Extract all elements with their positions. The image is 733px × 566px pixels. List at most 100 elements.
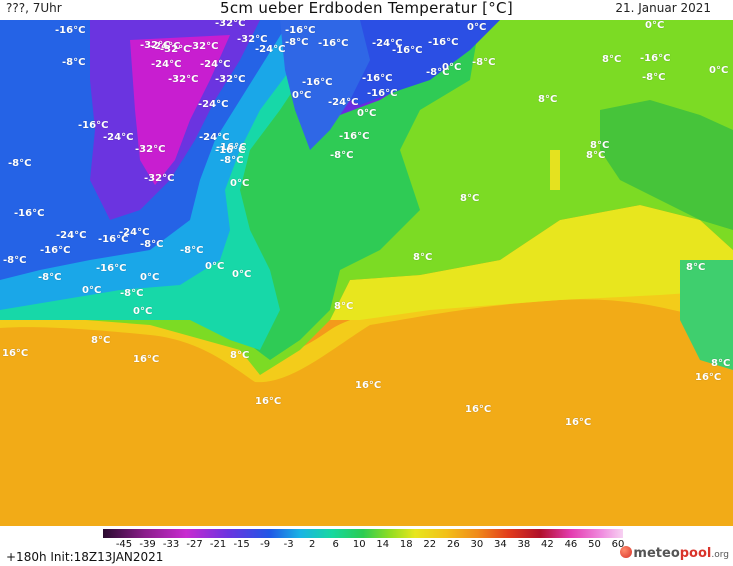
temperature-label: -24°C — [103, 132, 134, 143]
temperature-label: -24°C — [255, 44, 286, 55]
temperature-label: -8°C — [642, 72, 666, 83]
globe-icon — [620, 546, 633, 558]
temperature-label: 16°C — [255, 396, 282, 407]
map-fill — [0, 20, 733, 526]
temperature-label: -8°C — [220, 155, 244, 166]
temperature-label: -24°C — [328, 97, 359, 108]
temperature-label: 8°C — [711, 358, 731, 369]
temperature-label: 0°C — [357, 108, 377, 119]
temperature-label: -16°C — [318, 38, 349, 49]
temperature-label: 0°C — [442, 62, 462, 73]
color-scale-tick-label: -3 — [283, 539, 294, 550]
temperature-label: 0°C — [292, 90, 312, 101]
temperature-label: -8°C — [62, 57, 86, 68]
temperature-label: -8°C — [8, 158, 32, 169]
temperature-label: -8°C — [38, 272, 62, 283]
meteopool-logo: meteopool.org — [620, 546, 729, 561]
temperature-label: -16°C — [285, 25, 316, 36]
temperature-label: 0°C — [133, 306, 153, 317]
color-scale-bar — [103, 529, 623, 538]
temperature-label: -16°C — [339, 131, 370, 142]
temperature-label: -8°C — [120, 288, 144, 299]
map-title: 5cm ueber Erdboden Temperatur [°C] — [220, 0, 513, 17]
temperature-label: 16°C — [355, 380, 382, 391]
color-scale-tick-label: 14 — [376, 539, 390, 550]
temperature-label: 0°C — [82, 285, 102, 296]
temperature-label: -32°C — [144, 173, 175, 184]
color-scale-tick-label: 26 — [446, 539, 460, 550]
magenta-region — [130, 35, 230, 185]
temperature-label: 8°C — [230, 350, 250, 361]
temperature-label: -32°C — [188, 41, 219, 52]
temperature-label: -16°C — [78, 120, 109, 131]
temperature-label: 8°C — [413, 252, 433, 263]
temperature-label: 8°C — [538, 94, 558, 105]
temperature-label: -24°C — [150, 41, 181, 52]
temperature-label: -32°C — [168, 74, 199, 85]
color-scale-tick-label: 6 — [332, 539, 339, 550]
temperature-label: 16°C — [465, 404, 492, 415]
run-info: +180h Init:18Z13JAN2021 — [6, 550, 164, 564]
temperature-label: 0°C — [140, 272, 160, 283]
temperature-label: -24°C — [119, 227, 150, 238]
color-scale-tick-label: -39 — [139, 539, 156, 550]
greenland-west-blue — [280, 20, 370, 150]
logo-org-text: .org — [711, 550, 729, 560]
logo-meteo-text: meteo — [633, 546, 680, 561]
color-scale-tick-label: 38 — [517, 539, 531, 550]
temperature-label: -16°C — [215, 145, 246, 156]
temperature-label: -16°C — [367, 88, 398, 99]
color-scale-tick-label: -33 — [162, 539, 180, 550]
temperature-label: -32°C — [140, 40, 171, 51]
orange-region — [0, 290, 733, 526]
temperature-label: 0°C — [645, 20, 665, 31]
temperature-label: -32°C — [160, 44, 191, 55]
temperature-label: -8°C — [285, 37, 309, 48]
temperature-label: -24°C — [198, 99, 229, 110]
color-scale-tick-label: 46 — [564, 539, 578, 550]
color-scale-tick-label: 42 — [541, 539, 554, 550]
temperature-label: 8°C — [590, 140, 610, 151]
color-scale-tick-label: 18 — [399, 539, 413, 550]
header-bar: ???, 7Uhr 5cm ueber Erdboden Temperatur … — [0, 0, 733, 20]
temperature-label: 16°C — [2, 348, 29, 359]
temperature-label: 8°C — [586, 150, 606, 161]
temperature-label: -8°C — [3, 255, 27, 266]
header-date: 21. Januar 2021 — [615, 1, 711, 15]
temperature-label: -24°C — [199, 132, 230, 143]
temperature-label: -16°C — [55, 25, 86, 36]
yellow-spot — [550, 150, 560, 190]
color-scale-tick-label: -21 — [209, 539, 227, 550]
color-scale-tick-label: 50 — [588, 539, 601, 550]
temperature-label: 8°C — [686, 262, 706, 273]
temperature-label: -32°C — [215, 20, 246, 29]
temperature-label: -24°C — [56, 230, 87, 241]
temperature-label: 8°C — [602, 54, 622, 65]
logo-pool-text: pool — [679, 546, 712, 561]
temperature-label: -8°C — [140, 239, 164, 250]
temperature-label: -24°C — [151, 59, 182, 70]
color-scale-tick-label: 34 — [494, 539, 507, 550]
temperature-map: -16°C -32°C -24°C -32°C -32°C -24°C -16°C -8°C -… — [0, 20, 733, 526]
temperature-label: 0°C — [205, 261, 225, 272]
temperature-label: 8°C — [460, 193, 480, 204]
temperature-label: -8°C — [426, 67, 450, 78]
temperature-label: 0°C — [709, 65, 729, 76]
europe-green — [600, 100, 733, 230]
temperature-label: -32°C — [215, 74, 246, 85]
temperature-label: 0°C — [467, 22, 487, 33]
temperature-label: -16°C — [640, 53, 671, 64]
color-scale-gradient — [103, 529, 623, 538]
temperature-label: -24°C — [200, 59, 231, 70]
color-scale-tick-label: -27 — [186, 539, 203, 550]
temperature-label: 8°C — [334, 301, 354, 312]
temperature-label: -16°C — [392, 45, 423, 56]
temperature-label: 16°C — [565, 417, 592, 428]
color-scale-tick-label: 60 — [611, 539, 625, 550]
color-scale-tick-label: -45 — [115, 539, 133, 550]
temperature-label: -16°C — [216, 142, 247, 153]
temperature-label: 8°C — [91, 335, 111, 346]
temperature-label: -16°C — [362, 73, 393, 84]
color-scale-tick-label: -9 — [260, 539, 271, 550]
temperature-label: -32°C — [135, 144, 166, 155]
